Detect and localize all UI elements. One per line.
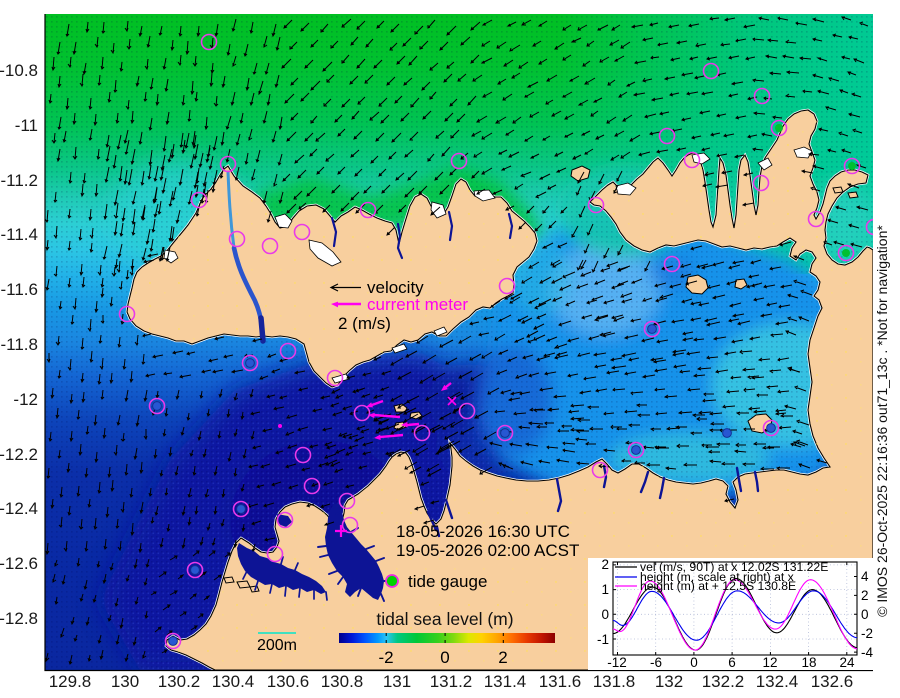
- svg-text:2: 2: [601, 557, 609, 572]
- svg-text:200m: 200m: [257, 637, 297, 654]
- svg-text:-2: -2: [861, 626, 873, 641]
- svg-text:132.6: 132.6: [811, 672, 854, 691]
- svg-text:height (m, scale at right) at: height (m, scale at right) at x: [640, 570, 794, 584]
- svg-text:18-05-2026 16:30 UTC: 18-05-2026 16:30 UTC: [396, 522, 570, 541]
- svg-text:-11.4: -11.4: [1, 225, 39, 244]
- svg-text:130.8: 130.8: [321, 672, 364, 691]
- svg-text:131: 131: [383, 672, 411, 691]
- svg-text:-11.2: -11.2: [1, 171, 39, 190]
- svg-text:-12: -12: [13, 390, 38, 409]
- svg-text:-12.8: -12.8: [0, 609, 38, 628]
- svg-text:© IMOS 26-Oct-2025 22:16:36 ou: © IMOS 26-Oct-2025 22:16:36 out71_13c . …: [874, 225, 890, 617]
- svg-text:1: 1: [601, 582, 609, 597]
- svg-text:-10.8: -10.8: [0, 61, 38, 80]
- svg-text:-11.6: -11.6: [1, 280, 39, 299]
- svg-text:132.4: 132.4: [756, 672, 799, 691]
- svg-text:4: 4: [861, 569, 869, 584]
- svg-text:129.8: 129.8: [49, 672, 92, 691]
- svg-text:130.4: 130.4: [212, 672, 255, 691]
- svg-text:-2: -2: [378, 648, 393, 667]
- svg-text:131.2: 131.2: [430, 672, 473, 691]
- svg-text:-4: -4: [861, 645, 873, 660]
- svg-text:-1: -1: [597, 632, 609, 647]
- svg-text:2 (m/s): 2 (m/s): [338, 314, 391, 333]
- svg-text:131.4: 131.4: [484, 672, 527, 691]
- svg-text:vel (m/s, 90T) at x 12.02S 131: vel (m/s, 90T) at x 12.02S 131.22E: [640, 560, 828, 574]
- svg-text:velocity: velocity: [367, 278, 424, 297]
- svg-text:131.8: 131.8: [593, 672, 636, 691]
- svg-text:0: 0: [690, 655, 698, 670]
- svg-text:-12: -12: [607, 655, 627, 670]
- svg-text:130: 130: [111, 672, 139, 691]
- svg-text:131.6: 131.6: [539, 672, 582, 691]
- svg-text:130.2: 130.2: [158, 672, 201, 691]
- svg-text:0: 0: [440, 648, 449, 667]
- svg-text:2: 2: [498, 648, 507, 667]
- svg-text:tide gauge: tide gauge: [408, 572, 487, 591]
- svg-text:-12.6: -12.6: [0, 554, 38, 573]
- svg-text:19-05-2026 02:00 ACST: 19-05-2026 02:00 ACST: [396, 541, 579, 560]
- svg-text:6: 6: [728, 655, 736, 670]
- svg-text:height (m) at + 12.5S 130.8E: height (m) at + 12.5S 130.8E: [640, 579, 796, 593]
- svg-text:-12.2: -12.2: [0, 445, 38, 464]
- svg-text:0: 0: [861, 607, 869, 622]
- svg-text:current meter: current meter: [367, 295, 468, 314]
- svg-text:-6: -6: [650, 655, 662, 670]
- svg-text:-12.4: -12.4: [0, 499, 38, 518]
- svg-text:18: 18: [801, 655, 816, 670]
- svg-text:tidal sea level (m): tidal sea level (m): [376, 609, 513, 629]
- svg-text:132.2: 132.2: [702, 672, 745, 691]
- svg-text:-11.8: -11.8: [1, 335, 39, 354]
- svg-text:-11: -11: [15, 116, 38, 135]
- svg-text:2: 2: [861, 588, 869, 603]
- svg-text:132: 132: [655, 672, 683, 691]
- svg-text:130.6: 130.6: [267, 672, 310, 691]
- svg-text:24: 24: [839, 655, 855, 670]
- svg-text:0: 0: [601, 607, 609, 622]
- svg-text:12: 12: [762, 655, 777, 670]
